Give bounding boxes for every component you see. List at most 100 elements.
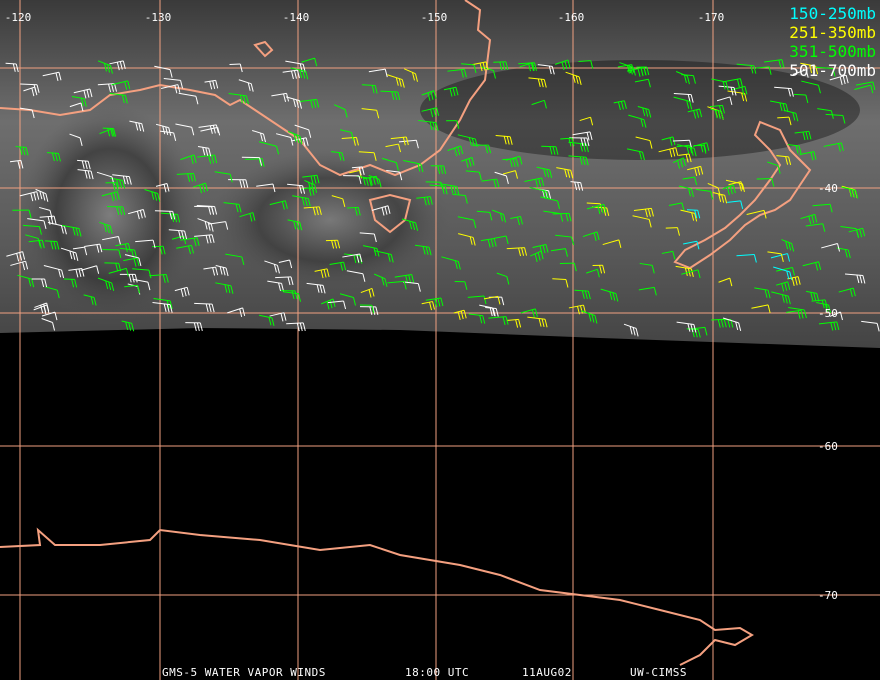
barb-shaft: [801, 80, 819, 86]
barb-feather: [31, 87, 35, 97]
barb-feather: [693, 110, 697, 119]
wind-barb: [124, 254, 142, 267]
wind-barb: [540, 196, 561, 209]
wind-barb: [524, 177, 545, 188]
wind-barb: [661, 250, 676, 260]
barb-shaft: [492, 209, 504, 215]
wind-barb: [788, 306, 807, 319]
barb-shaft: [416, 196, 431, 199]
wind-barb: [844, 273, 866, 284]
barb-feather: [473, 219, 477, 229]
barb-feather: [180, 288, 184, 298]
barb-feather: [464, 195, 468, 204]
barb-shaft: [838, 287, 854, 293]
barb-feather: [398, 143, 402, 153]
wind-barb: [107, 206, 126, 215]
wind-barb: [418, 119, 439, 131]
wind-barb: [275, 133, 294, 146]
wind-barb: [17, 274, 35, 288]
barb-feather: [839, 311, 843, 321]
barb-shaft: [494, 171, 507, 177]
barb-feather: [205, 303, 209, 312]
barb-feather: [430, 109, 434, 118]
barb-feather: [116, 206, 120, 215]
barb-feather: [116, 191, 120, 200]
wind-barb: [727, 90, 748, 102]
wind-barb: [502, 170, 518, 179]
barb-feather: [84, 170, 88, 179]
wind-barb: [306, 282, 326, 294]
barb-shaft: [69, 133, 81, 139]
barb-feather: [131, 323, 135, 332]
wind-barb: [97, 277, 115, 292]
barb-feather: [239, 94, 243, 104]
barb-feather: [81, 160, 85, 169]
barb-feather: [423, 197, 427, 206]
barb-feather: [454, 147, 458, 157]
barb-feather: [22, 251, 26, 260]
barb-feather: [852, 287, 856, 297]
barb-shaft: [360, 287, 373, 294]
wind-barb: [472, 144, 492, 154]
barb-feather: [606, 207, 610, 217]
barb-feather: [852, 189, 856, 198]
wind-barb: [716, 96, 733, 106]
barb-feather: [320, 269, 324, 279]
barb-feather: [778, 59, 782, 69]
barb-feather: [542, 189, 546, 199]
barb-feather: [490, 238, 494, 248]
wind-barb: [109, 92, 128, 104]
barb-feather: [650, 208, 654, 217]
barb-feather: [763, 210, 767, 219]
barb-shaft: [532, 243, 547, 249]
barb-shaft: [632, 215, 650, 220]
barb-feather: [502, 61, 506, 71]
barb-shaft: [33, 304, 48, 311]
barb-shaft: [683, 240, 698, 245]
barb-feather: [740, 200, 744, 210]
barb-feather: [299, 322, 303, 332]
wind-barb: [568, 155, 589, 166]
barb-feather: [215, 266, 219, 276]
latitude-label: -40: [818, 182, 838, 195]
barb-feather: [603, 207, 607, 216]
barb-feather: [645, 108, 649, 117]
barb-shaft: [767, 161, 779, 167]
wind-barb: [825, 113, 846, 124]
barb-shaft: [347, 206, 359, 209]
barb-feather: [411, 274, 415, 283]
barb-feather: [89, 88, 93, 98]
footer-text: GMS-5 WATER VAPOR WINDS: [162, 666, 326, 679]
wind-barb: [626, 148, 645, 161]
barb-feather: [211, 303, 215, 313]
barb-feather: [387, 253, 391, 262]
barb-feather: [586, 137, 590, 147]
barb-feather: [460, 145, 464, 155]
barb-feather: [791, 277, 795, 287]
barb-feather: [725, 81, 729, 91]
barb-feather: [125, 176, 129, 185]
wind-barb: [358, 151, 377, 161]
barb-feather: [113, 128, 117, 137]
barb-shaft: [755, 66, 770, 69]
barb-feather: [788, 242, 792, 251]
barb-shaft: [709, 104, 723, 108]
wind-barb: [197, 154, 218, 164]
wind-barb: [73, 88, 93, 99]
barb-feather: [87, 161, 91, 170]
barb-shaft: [480, 66, 494, 71]
barb-feather: [417, 283, 421, 292]
barb-shaft: [259, 314, 273, 319]
barb-feather: [372, 176, 376, 185]
wind-barb: [816, 302, 832, 314]
barb-feather: [603, 204, 607, 213]
barb-shaft: [208, 221, 226, 225]
barb-feather: [870, 84, 874, 94]
barb-shaft: [71, 95, 85, 100]
barb-shaft: [681, 269, 699, 275]
barb-feather: [38, 226, 42, 235]
wind-barb: [586, 203, 607, 215]
barb-feather: [177, 84, 181, 93]
longitude-label: -170: [698, 11, 725, 24]
barb-feather: [739, 78, 743, 87]
